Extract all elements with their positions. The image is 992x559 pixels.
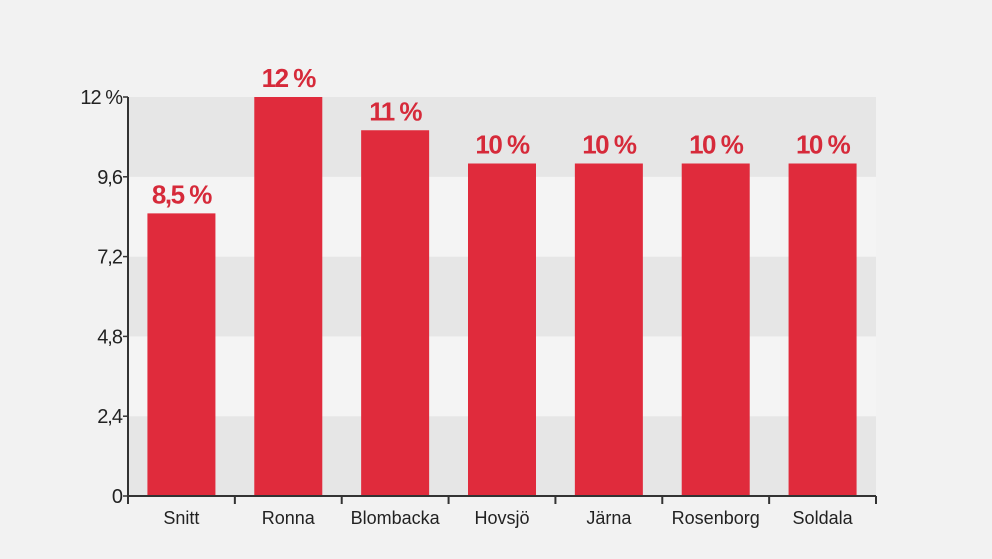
x-tick-labels-group: Snitt Ronna Blombacka Hovsjö Järna Rosenborg S… (163, 508, 853, 528)
y-tick-label: 0 (112, 486, 123, 508)
y-tick-label: 4,8 (97, 326, 123, 348)
y-tick-label: 2,4 (97, 406, 123, 428)
bar (681, 163, 750, 496)
y-tick-labels-group: 0 2,4 4,8 7,2 9,6 12 % (80, 87, 124, 508)
data-label: 12 % (262, 63, 317, 93)
x-tick-label: Soldala (793, 508, 854, 528)
data-label: 10 % (689, 130, 744, 160)
x-tick-label: Ronna (262, 508, 316, 528)
data-label: 10 % (475, 130, 530, 160)
y-tick-label: 9,6 (97, 167, 123, 189)
data-label: 10 % (796, 130, 851, 160)
y-tick-label: 12 % (80, 87, 123, 109)
bar (468, 163, 536, 496)
x-tick-label: Blombacka (351, 508, 441, 528)
bar (254, 97, 323, 496)
data-label: 8,5 % (152, 179, 212, 209)
axes-group (123, 96, 877, 504)
x-tick-label: Rosenborg (672, 508, 760, 528)
x-tick-label: Järna (586, 508, 632, 528)
y-tick-label: 7,2 (97, 247, 123, 269)
bar (574, 163, 643, 496)
data-labels-group: 8,5 % 12 % 11 % 10 % 10 % 10 % 10 % (152, 63, 852, 209)
x-tick-label: Snitt (163, 508, 199, 528)
data-label: 10 % (582, 130, 637, 160)
x-tick-label: Hovsjö (474, 508, 529, 528)
data-label: 11 % (369, 96, 422, 126)
bars-group (147, 97, 857, 496)
bar (147, 213, 216, 496)
bar (788, 163, 857, 496)
bar (361, 130, 430, 496)
